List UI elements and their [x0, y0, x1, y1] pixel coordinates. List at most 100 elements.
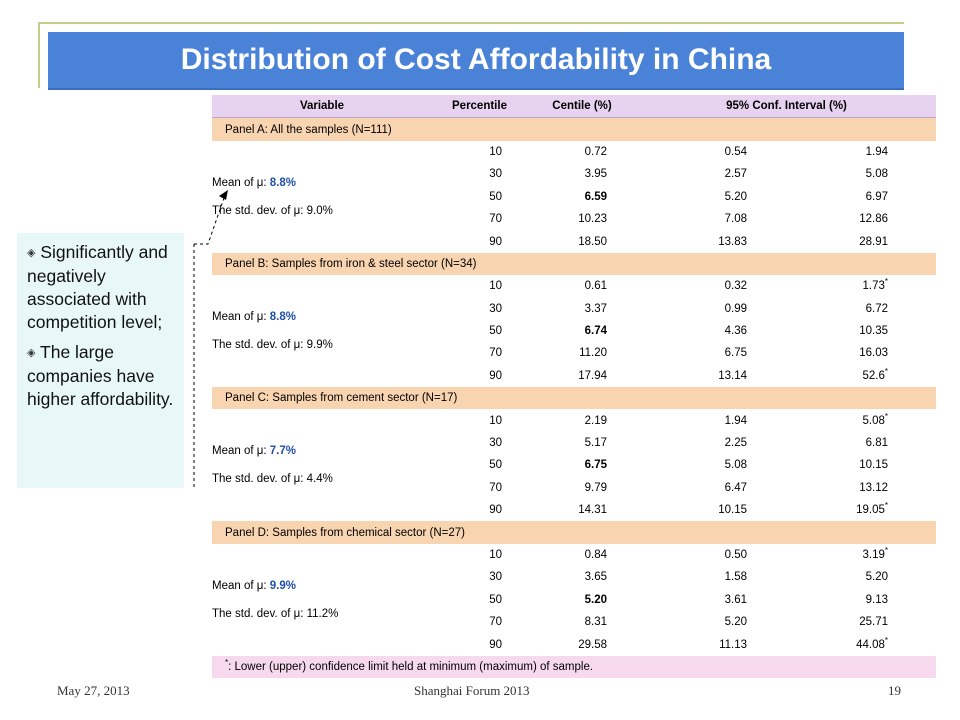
- ci-upper: 13.12: [747, 482, 936, 494]
- table-row: 90 14.31 10.15 19.05*: [212, 499, 936, 521]
- centile-cell: 9.79: [584, 481, 607, 494]
- ci-upper-value: 25.71: [859, 616, 888, 629]
- ci-upper: 16.03: [747, 347, 936, 359]
- mean-line: Mean of μ: 7.7%: [212, 437, 432, 465]
- diamond-bullet-icon: ◈: [27, 347, 36, 359]
- conf-interval-cell: 6.47 13.12: [637, 477, 936, 499]
- diamond-bullet-icon: ◈: [27, 247, 36, 259]
- table-row: 50 6.75 5.08 10.15: [212, 454, 936, 476]
- footnote-text: : Lower (upper) confidence limit held at…: [228, 660, 594, 673]
- panel-title-row: Panel C: Samples from cement sector (N=1…: [212, 387, 936, 410]
- mean-value: 7.7%: [269, 445, 296, 458]
- centile-cell: 0.72: [584, 145, 607, 158]
- ci-upper-value: 44.08: [856, 638, 885, 651]
- table-row: 30 3.37 0.99 6.72: [212, 298, 936, 320]
- ci-upper: 5.08: [747, 168, 936, 180]
- std-line: The std. dev. of μ: 11.2%: [212, 607, 339, 620]
- ci-lower: 10.15: [718, 504, 747, 517]
- conf-interval-cell: 13.83 28.91: [637, 230, 936, 252]
- mean-label: Mean of μ:: [212, 176, 270, 189]
- ci-upper-value: 16.03: [859, 347, 888, 360]
- table-row: 70 8.31 5.20 25.71: [212, 611, 936, 633]
- table-row: 90 17.94 13.14 52.6*: [212, 365, 936, 387]
- table-row: 30 3.95 2.57 5.08: [212, 163, 936, 185]
- table-row: 90 29.58 11.13 44.08*: [212, 633, 936, 655]
- table-row: 50 6.74 4.36 10.35: [212, 320, 936, 342]
- ci-upper: 6.81: [747, 437, 936, 449]
- conf-interval-cell: 0.99 6.72: [637, 298, 936, 320]
- mean-line: Mean of μ: 9.9%: [212, 572, 432, 600]
- ci-upper: 10.35: [747, 325, 936, 337]
- percentile-cell: 70: [489, 213, 502, 226]
- limit-star: *: [884, 635, 888, 645]
- mean-line: Mean of μ: 8.8%: [212, 303, 432, 331]
- conf-interval-cell: 5.20 25.71: [637, 611, 936, 633]
- table-row: Mean of μ: 8.8% The std. dev. of μ: 9.0% 1…: [212, 141, 936, 217]
- ci-lower: 5.20: [724, 190, 747, 203]
- percentile-cell: 30: [489, 437, 502, 450]
- table-row: 50 6.59 5.20 6.97: [212, 186, 936, 208]
- mean-value: 8.8%: [269, 311, 296, 324]
- ci-lower: 7.08: [724, 213, 747, 226]
- ci-lower: 1.94: [724, 414, 747, 427]
- conf-interval-cell: 2.57 5.08: [637, 163, 936, 185]
- centile-cell: 5.20: [584, 593, 607, 606]
- std-line: The std. dev. of μ: 9.9%: [212, 339, 333, 352]
- ci-upper: 3.19*: [747, 547, 936, 561]
- variable-cell: Mean of μ: 7.7% The std. dev. of μ: 4.4%: [212, 409, 432, 521]
- centile-cell: 10.23: [578, 213, 607, 226]
- limit-star: *: [884, 367, 888, 377]
- ci-upper: 1.73*: [747, 278, 936, 292]
- ci-upper: 10.15: [747, 459, 936, 471]
- ci-lower: 2.25: [724, 437, 747, 450]
- percentile-cell: 90: [489, 638, 502, 651]
- percentile-cell: 70: [489, 616, 502, 629]
- ci-upper-value: 9.13: [865, 593, 888, 606]
- ci-lower: 2.57: [724, 168, 747, 181]
- percentile-cell: 90: [489, 504, 502, 517]
- conf-interval-cell: 2.25 6.81: [637, 432, 936, 454]
- callout-bullet-2: ◈ The large companies have higher afford…: [27, 341, 178, 411]
- ci-lower: 0.54: [724, 145, 747, 158]
- conf-interval-cell: 11.13 44.08*: [637, 633, 936, 655]
- percentile-cell: 70: [489, 481, 502, 494]
- percentile-cell: 10: [489, 414, 502, 427]
- variable-cell: Mean of μ: 8.8% The std. dev. of μ: 9.0%: [212, 141, 432, 253]
- footnote-star: *: [225, 658, 229, 668]
- ci-upper-value: 3.19: [862, 549, 885, 561]
- conf-interval-cell: 3.61 9.13: [637, 589, 936, 611]
- panel-title: Panel C: Samples from cement sector (N=1…: [212, 387, 936, 410]
- centile-cell: 8.31: [584, 616, 607, 629]
- centile-cell: 2.19: [584, 414, 607, 427]
- panel-title-row: Panel B: Samples from iron & steel secto…: [212, 252, 936, 276]
- mean-label: Mean of μ:: [212, 579, 270, 592]
- ci-upper: 12.86: [747, 213, 936, 225]
- variable-cell: Mean of μ: 9.9% The std. dev. of μ: 11.2%: [212, 544, 432, 656]
- panel-title: Panel B: Samples from iron & steel secto…: [212, 252, 936, 276]
- limit-star: *: [884, 501, 888, 511]
- conf-interval-cell: 10.15 19.05*: [637, 499, 936, 521]
- centile-cell: 5.17: [584, 437, 607, 450]
- footer-date: May 27, 2013: [57, 683, 130, 698]
- centile-cell: 3.37: [584, 302, 607, 315]
- ci-upper-value: 6.97: [865, 190, 888, 203]
- percentile-cell: 50: [489, 190, 502, 203]
- ci-upper: 19.05*: [747, 501, 936, 516]
- table-row: Mean of μ: 7.7% The std. dev. of μ: 4.4% 1…: [212, 409, 936, 485]
- percentile-cell: 30: [489, 302, 502, 315]
- mean-line: Mean of μ: 8.8%: [212, 169, 432, 197]
- ci-upper-value: 10.35: [859, 325, 888, 338]
- centile-cell: 29.58: [578, 638, 607, 651]
- ci-lower: 4.36: [724, 325, 747, 338]
- ci-upper: 1.94: [747, 146, 936, 158]
- ci-lower: 0.99: [724, 302, 747, 315]
- slide-title: Distribution of Cost Affordability in Ch…: [48, 32, 904, 88]
- ci-upper: 25.71: [747, 616, 936, 628]
- conf-interval-cell: 1.94 5.08*: [637, 409, 936, 431]
- percentile-cell: 10: [489, 280, 502, 293]
- table-row: 50 5.20 3.61 9.13: [212, 589, 936, 611]
- callout-bullet-text: Significantly and negatively associated …: [27, 242, 168, 332]
- ci-upper: 9.13: [747, 594, 936, 606]
- panel-title: Panel D: Samples from chemical sector (N…: [212, 521, 936, 544]
- centile-cell: 3.95: [584, 168, 607, 181]
